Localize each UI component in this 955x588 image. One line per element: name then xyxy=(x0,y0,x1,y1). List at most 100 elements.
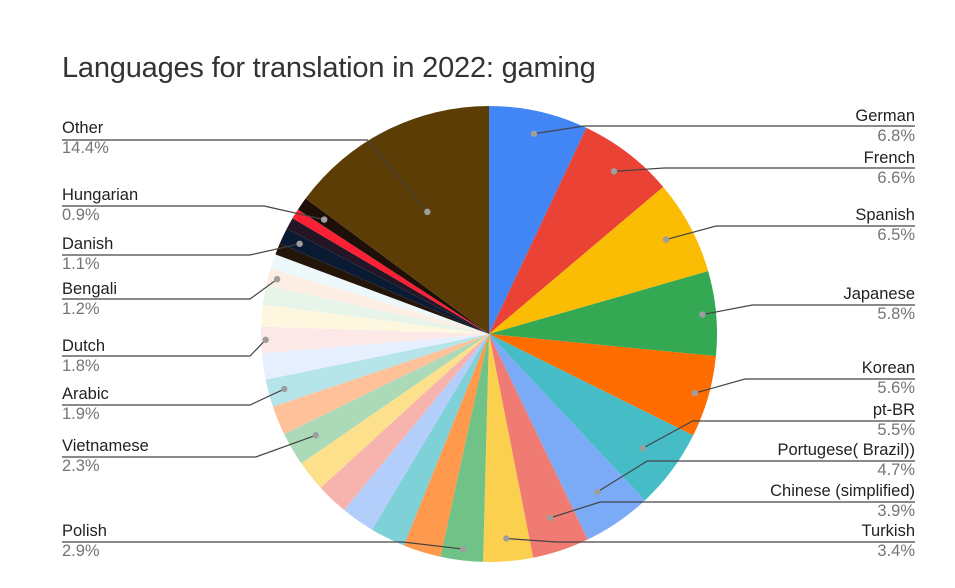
pie-slice-polish xyxy=(440,334,489,562)
label-pct: 5.6% xyxy=(877,379,915,397)
label-vietnamese: Vietnamese 2.3% xyxy=(62,436,149,476)
leader-dot xyxy=(530,130,538,137)
leader-dot xyxy=(639,445,646,452)
pie-slice-hungarian xyxy=(297,198,489,334)
label-name: Danish xyxy=(62,235,114,253)
label-bengali: Bengali 1.2% xyxy=(62,279,117,319)
leader-line xyxy=(550,501,915,519)
leader-line xyxy=(665,225,915,241)
pie-slice-french xyxy=(489,127,664,334)
leader-line xyxy=(62,388,285,406)
leader-lines xyxy=(62,125,915,550)
label-name: Spanish xyxy=(855,206,915,224)
leader-line xyxy=(702,304,915,316)
pie-slices xyxy=(260,106,717,563)
pie-slice-other xyxy=(305,106,489,334)
leader-dot xyxy=(281,385,288,393)
pie-slice-chinese-simplified xyxy=(489,334,588,558)
label-dutch: Dutch 1.8% xyxy=(62,336,105,376)
label-pct: 1.8% xyxy=(62,357,100,375)
label-turkish: Turkish 3.4% xyxy=(862,521,915,561)
label-korean: Korean 5.6% xyxy=(862,358,915,398)
leader-dot xyxy=(312,432,319,439)
pie-slice-turkish xyxy=(483,334,534,563)
pie-slice-danish xyxy=(279,228,489,334)
leader-dot xyxy=(459,545,467,553)
label-name: Chinese (simplified) xyxy=(770,482,915,500)
leader-line xyxy=(62,541,464,550)
pie-slice xyxy=(286,218,489,334)
leader-dot xyxy=(699,311,706,318)
label-pct: 0.9% xyxy=(62,206,100,224)
leader-dot xyxy=(691,389,699,397)
label-pct: 14.4% xyxy=(62,139,109,157)
label-name: Arabic xyxy=(62,385,109,403)
pie-slice-spanish xyxy=(489,186,709,334)
label-name: Portugese( Brazil)) xyxy=(777,441,915,459)
label-name: Polish xyxy=(62,522,107,540)
pie-slice-bengali xyxy=(266,268,489,334)
pie-slice xyxy=(261,334,489,380)
label-pct: 2.9% xyxy=(62,542,100,560)
label-pct: 1.2% xyxy=(62,300,100,318)
pie-slice-german xyxy=(489,106,587,334)
pie-slice xyxy=(292,209,489,334)
leader-line xyxy=(62,139,428,213)
label-portugese: Portugese( Brazil)) 4.7% xyxy=(777,440,915,480)
pie-slice xyxy=(403,334,489,557)
label-name: Hungarian xyxy=(62,186,139,204)
label-arabic: Arabic 1.9% xyxy=(62,384,109,424)
leader-dot xyxy=(320,216,328,223)
label-pct: 3.4% xyxy=(877,542,915,560)
label-ptbr: pt-BR 5.5% xyxy=(873,400,915,440)
label-pct: 1.1% xyxy=(62,255,100,273)
label-pct: 4.7% xyxy=(877,461,915,479)
pie-slice-korean xyxy=(489,334,716,436)
chart-title: Languages for translation in 2022: gamin… xyxy=(62,52,596,84)
label-pct: 5.8% xyxy=(877,305,915,323)
label-other: Other 14.4% xyxy=(62,118,109,158)
label-spanish: Spanish 6.5% xyxy=(855,205,915,245)
pie-slice xyxy=(275,243,489,334)
label-name: Other xyxy=(62,119,104,137)
label-name: Bengali xyxy=(62,280,118,298)
label-name: Korean xyxy=(861,359,915,377)
label-pct: 2.3% xyxy=(62,457,100,475)
label-name: Vietnamese xyxy=(62,437,149,455)
label-chinese: Chinese (simplified) 3.9% xyxy=(770,481,915,521)
leader-line xyxy=(614,167,915,172)
leader-dot xyxy=(503,535,510,542)
label-german: German 6.8% xyxy=(855,106,915,146)
pie-slice-portugese-brazil xyxy=(489,334,645,540)
pie-slice xyxy=(344,334,489,530)
leader-line xyxy=(62,278,278,300)
label-name: Turkish xyxy=(861,522,915,540)
pie-slice xyxy=(262,285,489,334)
leader-dot xyxy=(424,208,431,216)
leader-dot xyxy=(594,488,601,496)
leader-line xyxy=(62,205,325,221)
leader-line xyxy=(62,243,300,256)
pie-slice xyxy=(372,334,489,546)
label-name: French xyxy=(863,149,915,167)
pie-slice-japanese xyxy=(489,271,717,357)
leader-dot xyxy=(296,240,303,247)
leader-dot xyxy=(662,236,670,243)
label-japanese: Japanese 5.8% xyxy=(843,284,915,324)
leader-dot xyxy=(262,336,269,344)
pie-slice-vietnamese xyxy=(284,334,489,464)
label-french: French 6.6% xyxy=(864,148,915,188)
label-name: Dutch xyxy=(62,337,106,355)
label-name: German xyxy=(855,107,915,125)
leader-line xyxy=(694,378,915,394)
pie-slice xyxy=(261,304,489,334)
label-pct: 5.5% xyxy=(877,421,915,439)
leader-line xyxy=(596,460,915,493)
leader-dot xyxy=(547,514,554,522)
leader-line xyxy=(642,420,915,449)
pie-slice xyxy=(320,334,489,511)
label-name: Japanese xyxy=(843,285,915,303)
leader-dot xyxy=(610,168,618,175)
leader-dot xyxy=(273,275,281,283)
